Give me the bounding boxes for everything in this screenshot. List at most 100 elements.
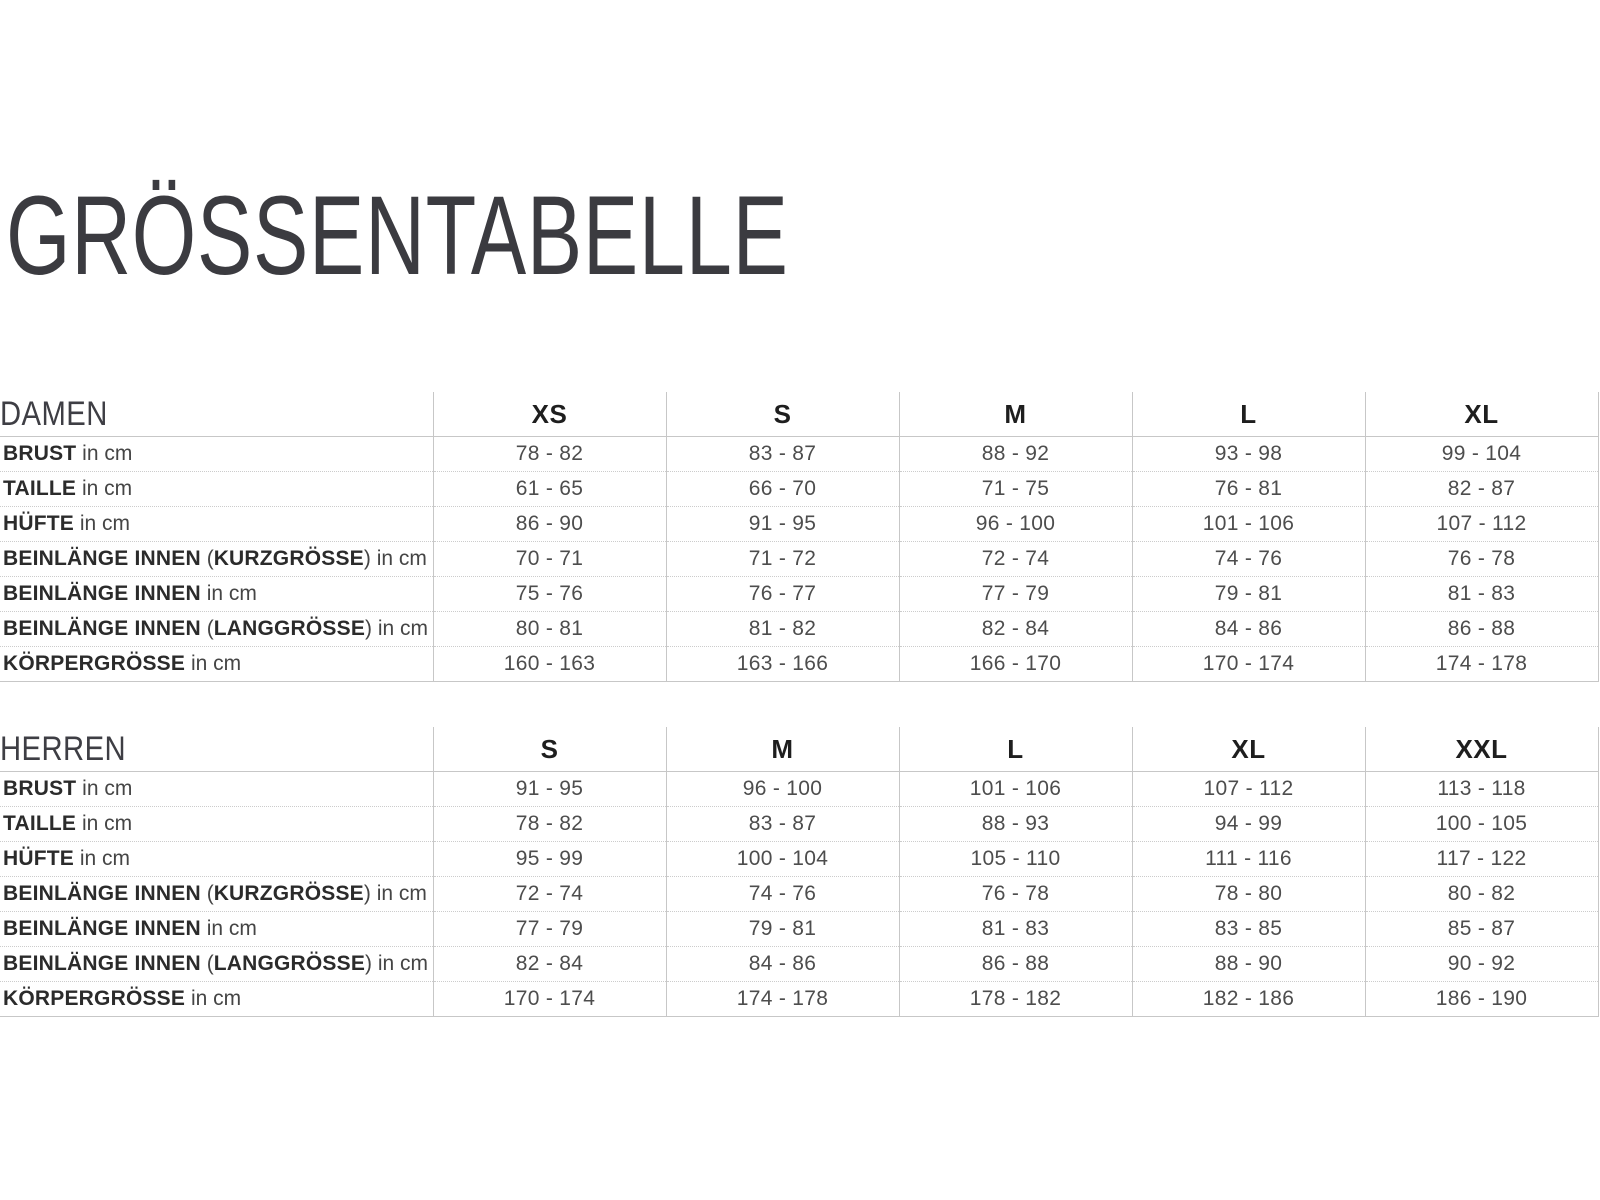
measurement-row-label: BEINLÄNGE INNEN (KURZGRÖSSE) in cm <box>0 876 433 912</box>
label-bold-part: TAILLE <box>3 812 77 835</box>
size-range-cell: 101 - 106 <box>898 771 1132 807</box>
size-range-cell: 94 - 99 <box>1131 806 1365 842</box>
size-range-cell: 78 - 82 <box>432 436 666 472</box>
label-regular-part: in cm <box>76 812 133 835</box>
size-column-header: XXL <box>1364 727 1599 772</box>
measurement-row-label: TAILLE in cm <box>0 471 433 507</box>
measurement-row: BEINLÄNGE INNEN (KURZGRÖSSE) in cm 70 - 7… <box>0 541 1599 577</box>
label-regular-part: in cm <box>185 987 242 1010</box>
size-range-cell: 77 - 79 <box>898 576 1132 612</box>
damen-header-row: DAMEN XS S M L XL <box>0 392 1599 437</box>
size-range-cell: 83 - 87 <box>665 436 899 472</box>
size-chart-page: GRÖSSENTABELLE DAMEN XS S M L XL BRUST in cm… <box>0 180 1600 1200</box>
size-range-cell: 84 - 86 <box>665 946 899 982</box>
measurement-row-label: KÖRPERGRÖSSE in cm <box>0 646 433 682</box>
label-bold-part: BEINLÄNGE INNEN <box>3 582 201 605</box>
label-bold-part: LANGGRÖSSE <box>213 617 366 640</box>
size-range-cell: 83 - 85 <box>1131 911 1365 947</box>
size-range-cell: 84 - 86 <box>1131 611 1365 647</box>
size-range-cell: 170 - 174 <box>1131 646 1365 682</box>
measurement-row: TAILLE in cm 78 - 82 83 - 87 88 - 93 94 - 99… <box>0 806 1599 842</box>
table-caption-damen-text: DAMEN <box>0 394 108 433</box>
label-bold-part: LANGGRÖSSE <box>213 952 366 975</box>
label-regular-part: in cm <box>200 582 257 605</box>
size-column-header: S <box>432 727 666 772</box>
measurement-row-label: HÜFTE in cm <box>0 841 433 877</box>
measurement-row-label: TAILLE in cm <box>0 806 433 842</box>
size-range-cell: 166 - 170 <box>898 646 1132 682</box>
size-range-cell: 71 - 72 <box>665 541 899 577</box>
size-range-cell: 66 - 70 <box>665 471 899 507</box>
measurement-row: HÜFTE in cm 86 - 90 91 - 95 96 - 100 101 - 1… <box>0 506 1599 542</box>
size-range-cell: 113 - 118 <box>1364 771 1599 807</box>
label-regular-part: ) in cm <box>363 882 427 905</box>
label-bold-part: HÜFTE <box>3 847 74 870</box>
label-regular-part: in cm <box>76 477 133 500</box>
label-bold-part: KÖRPERGRÖSSE <box>3 987 186 1010</box>
label-regular-part: in cm <box>74 847 131 870</box>
size-range-cell: 105 - 110 <box>898 841 1132 877</box>
size-column-header: M <box>665 727 899 772</box>
page-title: GRÖSSENTABELLE <box>6 173 789 298</box>
size-column-header: S <box>665 392 899 437</box>
size-range-cell: 117 - 122 <box>1364 841 1599 877</box>
measurement-row: BEINLÄNGE INNEN in cm 75 - 76 76 - 77 77 - … <box>0 576 1599 612</box>
damen-table-body: BRUST in cm 78 - 82 83 - 87 88 - 92 93 - 98 9… <box>0 436 1599 682</box>
label-regular-part: in cm <box>200 917 257 940</box>
label-bold-part: KÖRPERGRÖSSE <box>3 652 186 675</box>
size-range-cell: 83 - 87 <box>665 806 899 842</box>
measurement-row-label: BEINLÄNGE INNEN (LANGGRÖSSE) in cm <box>0 946 433 982</box>
label-regular-part: in cm <box>74 512 131 535</box>
measurement-row-label: BEINLÄNGE INNEN in cm <box>0 576 433 612</box>
label-regular-part: ) in cm <box>363 547 427 570</box>
size-range-cell: 111 - 116 <box>1131 841 1365 877</box>
size-range-cell: 91 - 95 <box>432 771 666 807</box>
size-range-cell: 101 - 106 <box>1131 506 1365 542</box>
size-range-cell: 82 - 87 <box>1364 471 1599 507</box>
label-regular-part: in cm <box>76 777 133 800</box>
size-range-cell: 76 - 77 <box>665 576 899 612</box>
table-caption-damen: DAMEN <box>0 392 433 437</box>
size-range-cell: 88 - 93 <box>898 806 1132 842</box>
size-range-cell: 100 - 105 <box>1364 806 1599 842</box>
size-range-cell: 72 - 74 <box>898 541 1132 577</box>
size-range-cell: 86 - 90 <box>432 506 666 542</box>
size-range-cell: 182 - 186 <box>1131 981 1365 1017</box>
herren-table-body: BRUST in cm 91 - 95 96 - 100 101 - 106 107 -… <box>0 771 1599 1017</box>
measurement-row-label: HÜFTE in cm <box>0 506 433 542</box>
label-regular-part: ( <box>200 617 214 640</box>
measurement-row-label: BRUST in cm <box>0 772 433 807</box>
size-range-cell: 81 - 83 <box>898 911 1132 947</box>
label-regular-part: ( <box>200 882 214 905</box>
label-bold-part: BRUST <box>3 777 77 800</box>
size-range-cell: 79 - 81 <box>1131 576 1365 612</box>
size-range-cell: 81 - 83 <box>1364 576 1599 612</box>
label-regular-part: ( <box>200 952 214 975</box>
size-range-cell: 86 - 88 <box>1364 611 1599 647</box>
size-range-cell: 78 - 82 <box>432 806 666 842</box>
label-regular-part: ) in cm <box>365 617 429 640</box>
size-range-cell: 80 - 81 <box>432 611 666 647</box>
label-bold-part: BEINLÄNGE INNEN <box>3 617 201 640</box>
size-range-cell: 99 - 104 <box>1364 436 1599 472</box>
size-range-cell: 79 - 81 <box>665 911 899 947</box>
measurement-row: BEINLÄNGE INNEN (LANGGRÖSSE) in cm 80 - 8… <box>0 611 1599 647</box>
label-bold-part: HÜFTE <box>3 512 74 535</box>
size-range-cell: 88 - 90 <box>1131 946 1365 982</box>
label-bold-part: BEINLÄNGE INNEN <box>3 917 201 940</box>
size-column-header: XL <box>1364 392 1599 437</box>
measurement-row-label: BEINLÄNGE INNEN in cm <box>0 911 433 947</box>
label-regular-part: in cm <box>76 442 133 465</box>
size-range-cell: 95 - 99 <box>432 841 666 877</box>
size-column-header: L <box>898 727 1132 772</box>
size-range-cell: 160 - 163 <box>432 646 666 682</box>
measurement-row: BRUST in cm 91 - 95 96 - 100 101 - 106 107 -… <box>0 771 1599 807</box>
size-range-cell: 91 - 95 <box>665 506 899 542</box>
size-range-cell: 82 - 84 <box>432 946 666 982</box>
measurement-row: BEINLÄNGE INNEN (LANGGRÖSSE) in cm 82 - 8… <box>0 946 1599 982</box>
measurement-row-label: KÖRPERGRÖSSE in cm <box>0 981 433 1017</box>
herren-header-row: HERREN S M L XL XXL <box>0 727 1599 772</box>
measurement-row: KÖRPERGRÖSSE in cm 170 - 174 174 - 178 178 … <box>0 981 1599 1017</box>
label-bold-part: BEINLÄNGE INNEN <box>3 547 201 570</box>
size-range-cell: 163 - 166 <box>665 646 899 682</box>
